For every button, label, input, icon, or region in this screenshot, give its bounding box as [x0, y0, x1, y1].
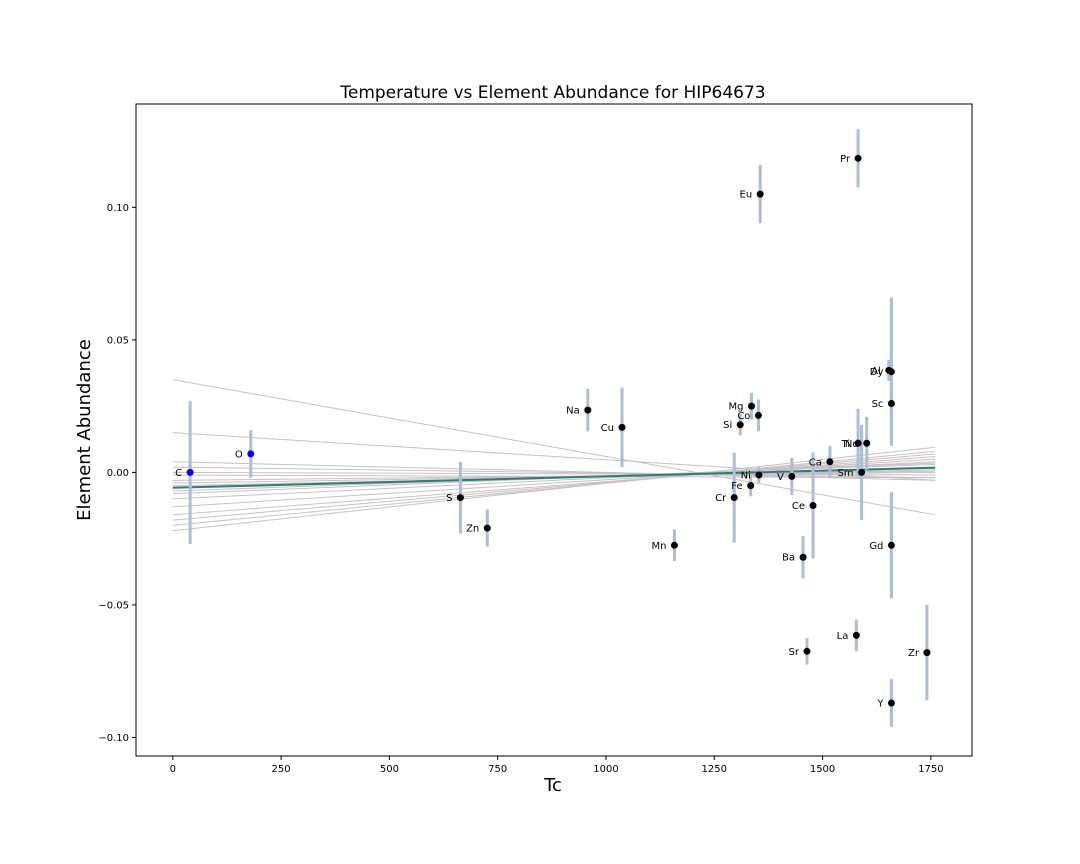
point-label-sc: Sc [872, 399, 884, 410]
x-tick-label-1000: 1000 [593, 764, 618, 775]
y-tick-label-3: 0.05 [107, 335, 129, 346]
error-bars [188, 129, 929, 727]
point-gd [887, 541, 895, 549]
fit-line-group [172, 466, 936, 489]
point-label-ca: Ca [809, 457, 822, 468]
x-tick-label-0: 0 [170, 764, 176, 775]
point-label-fe: Fe [731, 481, 742, 492]
point-label-y: Y [876, 698, 884, 709]
x-tick-label-1250: 1250 [702, 764, 727, 775]
bootstrap-line-6 [172, 458, 936, 508]
point-label-al: Al [871, 366, 881, 377]
point-label-co: Co [737, 411, 750, 422]
point-ce [809, 502, 817, 510]
point-mn [670, 541, 678, 549]
point-la [852, 631, 860, 639]
point-na [584, 406, 592, 414]
x-tick-label-1500: 1500 [810, 764, 835, 775]
bootstrap-lines [172, 379, 936, 532]
point-y [887, 699, 895, 707]
point-o [247, 450, 255, 458]
point-label-sm: Sm [837, 468, 853, 479]
point-s [456, 494, 464, 502]
x-tick-label-1750: 1750 [918, 764, 943, 775]
point-mg [748, 402, 756, 410]
point-sc [887, 399, 895, 407]
bootstrap-line-3 [172, 450, 936, 526]
point-cu [618, 423, 626, 431]
x-axis-ticks: 0 250 500 750 1000 1250 1500 1750 [170, 756, 944, 775]
point-label-pr: Pr [840, 154, 851, 165]
x-tick-label-250: 250 [272, 764, 291, 775]
point-label-o: O [235, 449, 243, 460]
point-nd [863, 439, 871, 447]
bootstrap-line-15 [172, 466, 936, 479]
point-si [736, 421, 744, 429]
point-label-cr: Cr [715, 493, 727, 504]
point-zn [483, 524, 491, 532]
point-dy [887, 368, 895, 376]
point-label-zn: Zn [466, 524, 479, 535]
point-label-si: Si [723, 420, 732, 431]
point-label-ti: Ti [840, 439, 850, 450]
data-points [186, 154, 931, 707]
point-label-gd: Gd [869, 541, 883, 552]
bootstrap-line-4 [172, 453, 936, 521]
point-label-zr: Zr [908, 648, 920, 659]
chart-title: Temperature vs Element Abundance for HIP… [339, 83, 765, 103]
point-sr [803, 647, 811, 655]
y-tick-label-2: 0.00 [107, 468, 129, 479]
bootstrap-line-5 [172, 456, 936, 516]
fit-line [172, 466, 936, 489]
point-label-cu: Cu [601, 423, 614, 434]
plot-frame [135, 103, 973, 757]
y-axis-label: Element Abundance [74, 339, 95, 521]
point-label-sr: Sr [788, 647, 799, 658]
point-eu [756, 190, 764, 198]
bootstrap-line-16 [172, 461, 936, 481]
point-ba [799, 553, 807, 561]
x-axis-label: Tc [543, 775, 562, 796]
point-label-mg: Mg [729, 402, 744, 413]
point-v [788, 472, 796, 480]
point-label-nd: Nd [845, 439, 859, 450]
point-label-ce: Ce [792, 501, 805, 512]
point-label-s: S [446, 493, 452, 504]
point-ni [755, 471, 763, 479]
y-tick-label-0: −0.10 [98, 733, 129, 744]
point-sm [858, 468, 866, 476]
point-label-mn: Mn [651, 541, 666, 552]
point-fe [747, 482, 755, 490]
y-tick-label-1: −0.05 [98, 600, 129, 611]
point-label-dy: Dy [870, 367, 884, 378]
x-tick-label-750: 750 [488, 764, 507, 775]
point-co [754, 411, 762, 419]
point-ca [826, 458, 834, 466]
point-ti [854, 439, 862, 447]
point-cr [730, 494, 738, 502]
y-axis-ticks: −0.10 −0.05 0.00 0.05 0.10 [98, 203, 136, 744]
point-label-ba: Ba [782, 553, 795, 564]
point-label-c: C [175, 468, 182, 479]
y-tick-label-4: 0.10 [107, 203, 129, 214]
point-label-la: La [837, 631, 849, 642]
bootstrap-line-0 [172, 379, 936, 516]
point-label-v: V [777, 472, 784, 483]
bootstrap-line-2 [172, 446, 936, 532]
point-zr [923, 649, 931, 657]
point-label-na: Na [566, 406, 580, 417]
bootstrap-line-17 [172, 471, 936, 476]
point-label-eu: Eu [740, 190, 753, 201]
point-label-ni: Ni [741, 471, 751, 482]
point-c [186, 468, 194, 476]
point-pr [854, 154, 862, 162]
x-tick-label-500: 500 [380, 764, 399, 775]
